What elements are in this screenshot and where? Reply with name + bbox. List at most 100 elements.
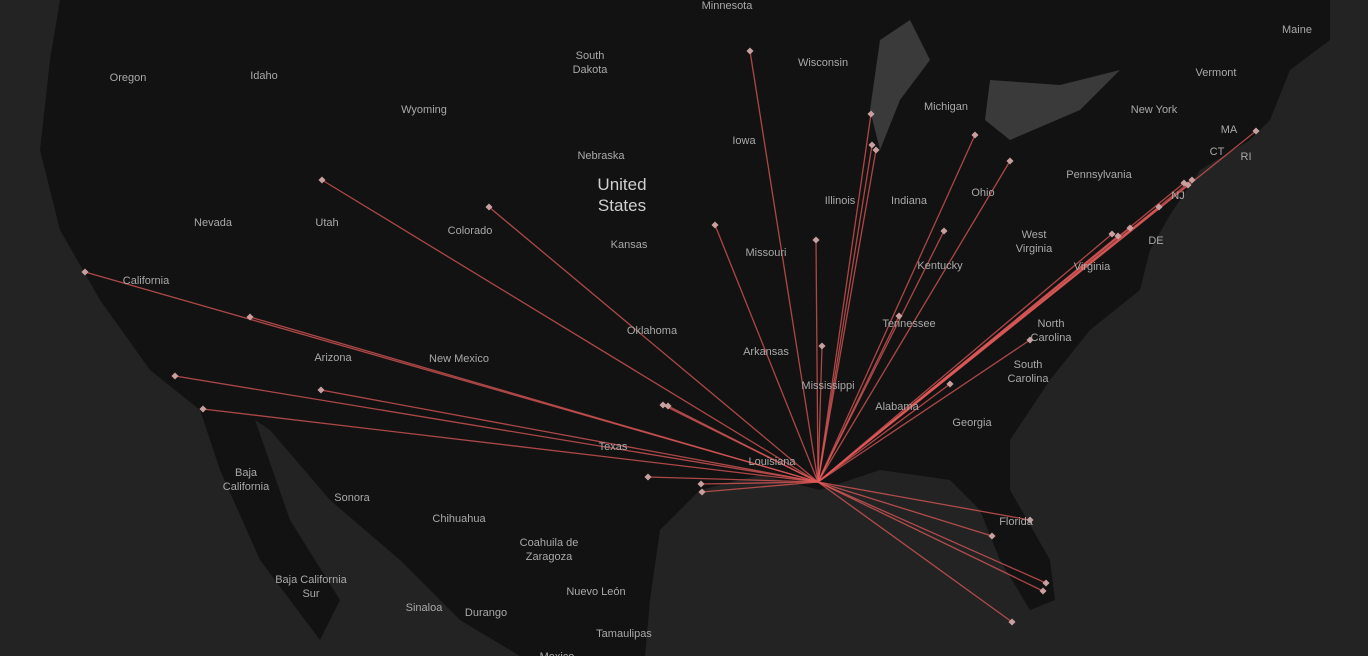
place-label: Sur bbox=[302, 588, 319, 600]
place-label: West bbox=[1022, 229, 1047, 241]
place-label: RI bbox=[1241, 151, 1252, 163]
place-label: Chihuahua bbox=[432, 513, 486, 525]
route-line bbox=[817, 481, 1044, 592]
place-label: CT bbox=[1210, 146, 1225, 158]
place-label: Utah bbox=[315, 217, 338, 229]
place-label: Florida bbox=[999, 516, 1034, 528]
route-line bbox=[701, 481, 819, 493]
place-label: Missouri bbox=[746, 247, 787, 259]
place-label: Arizona bbox=[314, 352, 352, 364]
place-label: Illinois bbox=[825, 195, 856, 207]
labels: Minnesota South Dakota Oregon Idaho Wyoming Wi… bbox=[110, 0, 1312, 656]
place-label: Texas bbox=[599, 441, 628, 453]
route-line bbox=[749, 50, 819, 483]
place-label: California bbox=[223, 481, 270, 493]
route-line bbox=[817, 345, 823, 483]
place-label: Georgia bbox=[952, 417, 992, 429]
place-label: Tennessee bbox=[882, 318, 935, 330]
airport-marker bbox=[246, 313, 254, 321]
airport-marker bbox=[485, 203, 493, 211]
route-line bbox=[700, 481, 819, 485]
place-label: California bbox=[123, 275, 170, 287]
route-line bbox=[817, 149, 877, 483]
airport-marker bbox=[698, 488, 706, 496]
place-label: Nuevo León bbox=[566, 586, 625, 598]
place-label: Maine bbox=[1282, 24, 1312, 36]
place-label: Oregon bbox=[110, 72, 147, 84]
route-line bbox=[815, 239, 819, 483]
place-label: Virginia bbox=[1016, 243, 1053, 255]
place-label: Minnesota bbox=[702, 0, 754, 12]
airport-marker bbox=[946, 380, 954, 388]
place-label: Wyoming bbox=[401, 104, 447, 116]
airport-marker bbox=[895, 312, 903, 320]
place-label: Idaho bbox=[250, 70, 278, 82]
place-label: North bbox=[1038, 318, 1065, 330]
route-line bbox=[321, 179, 819, 483]
airport-marker bbox=[1006, 157, 1014, 165]
place-label: Ohio bbox=[971, 187, 994, 199]
routes bbox=[81, 47, 1260, 626]
airport-marker bbox=[644, 473, 652, 481]
route-line bbox=[714, 224, 819, 483]
water bbox=[870, 20, 1120, 150]
airport-marker bbox=[81, 268, 89, 276]
place-label: Kentucky bbox=[917, 260, 963, 272]
route-line bbox=[817, 383, 951, 483]
route-line bbox=[817, 339, 1031, 483]
airport-marker bbox=[711, 221, 719, 229]
airport-marker bbox=[659, 401, 667, 409]
route-line bbox=[647, 476, 819, 483]
place-label: Tamaulipas bbox=[596, 628, 652, 640]
place-label: Nevada bbox=[194, 217, 233, 229]
place-label: Virginia bbox=[1074, 261, 1111, 273]
place-label: Mexico bbox=[540, 651, 575, 656]
airport-marker bbox=[1008, 618, 1016, 626]
route-line bbox=[817, 481, 1031, 521]
route-line bbox=[667, 405, 819, 483]
place-label: States bbox=[598, 196, 646, 215]
route-line bbox=[817, 233, 1113, 483]
airport-marker bbox=[664, 402, 672, 410]
place-label: New Mexico bbox=[429, 353, 489, 365]
place-label: South bbox=[576, 50, 605, 62]
place-label: Zaragoza bbox=[526, 551, 573, 563]
airport-marker bbox=[818, 342, 826, 350]
route-line bbox=[817, 481, 1013, 623]
airport-marker bbox=[199, 405, 207, 413]
route-line bbox=[817, 481, 993, 537]
place-label: Colorado bbox=[448, 225, 493, 237]
route-line bbox=[817, 481, 1047, 584]
airport-marker bbox=[867, 110, 875, 118]
route-line bbox=[817, 144, 873, 483]
place-label: Arkansas bbox=[743, 346, 789, 358]
route-line bbox=[320, 389, 819, 483]
airport-marker bbox=[812, 236, 820, 244]
place-label: South bbox=[1014, 359, 1043, 371]
place-label: DE bbox=[1148, 235, 1163, 247]
airport-marker bbox=[988, 532, 996, 540]
route-line bbox=[249, 316, 819, 483]
place-label: Sinaloa bbox=[406, 602, 444, 614]
place-label: Dakota bbox=[573, 64, 609, 76]
place-label: Kansas bbox=[611, 239, 648, 251]
place-label: MA bbox=[1221, 124, 1238, 136]
place-label: Sonora bbox=[334, 492, 370, 504]
place-label: Michigan bbox=[924, 101, 968, 113]
route-line bbox=[488, 206, 819, 483]
place-label: Alabama bbox=[875, 401, 919, 413]
airport-marker bbox=[171, 372, 179, 380]
route-line bbox=[817, 113, 872, 483]
airport-marker bbox=[697, 480, 705, 488]
place-label: Indiana bbox=[891, 195, 928, 207]
place-label: Durango bbox=[465, 607, 507, 619]
airport-marker bbox=[317, 386, 325, 394]
place-label: Mississippi bbox=[801, 380, 854, 392]
route-line bbox=[174, 375, 819, 483]
place-label: NJ bbox=[1171, 190, 1184, 202]
airport-marker bbox=[971, 131, 979, 139]
place-label: New York bbox=[1131, 104, 1178, 116]
place-label: Vermont bbox=[1196, 67, 1237, 79]
route-line bbox=[817, 235, 1119, 483]
